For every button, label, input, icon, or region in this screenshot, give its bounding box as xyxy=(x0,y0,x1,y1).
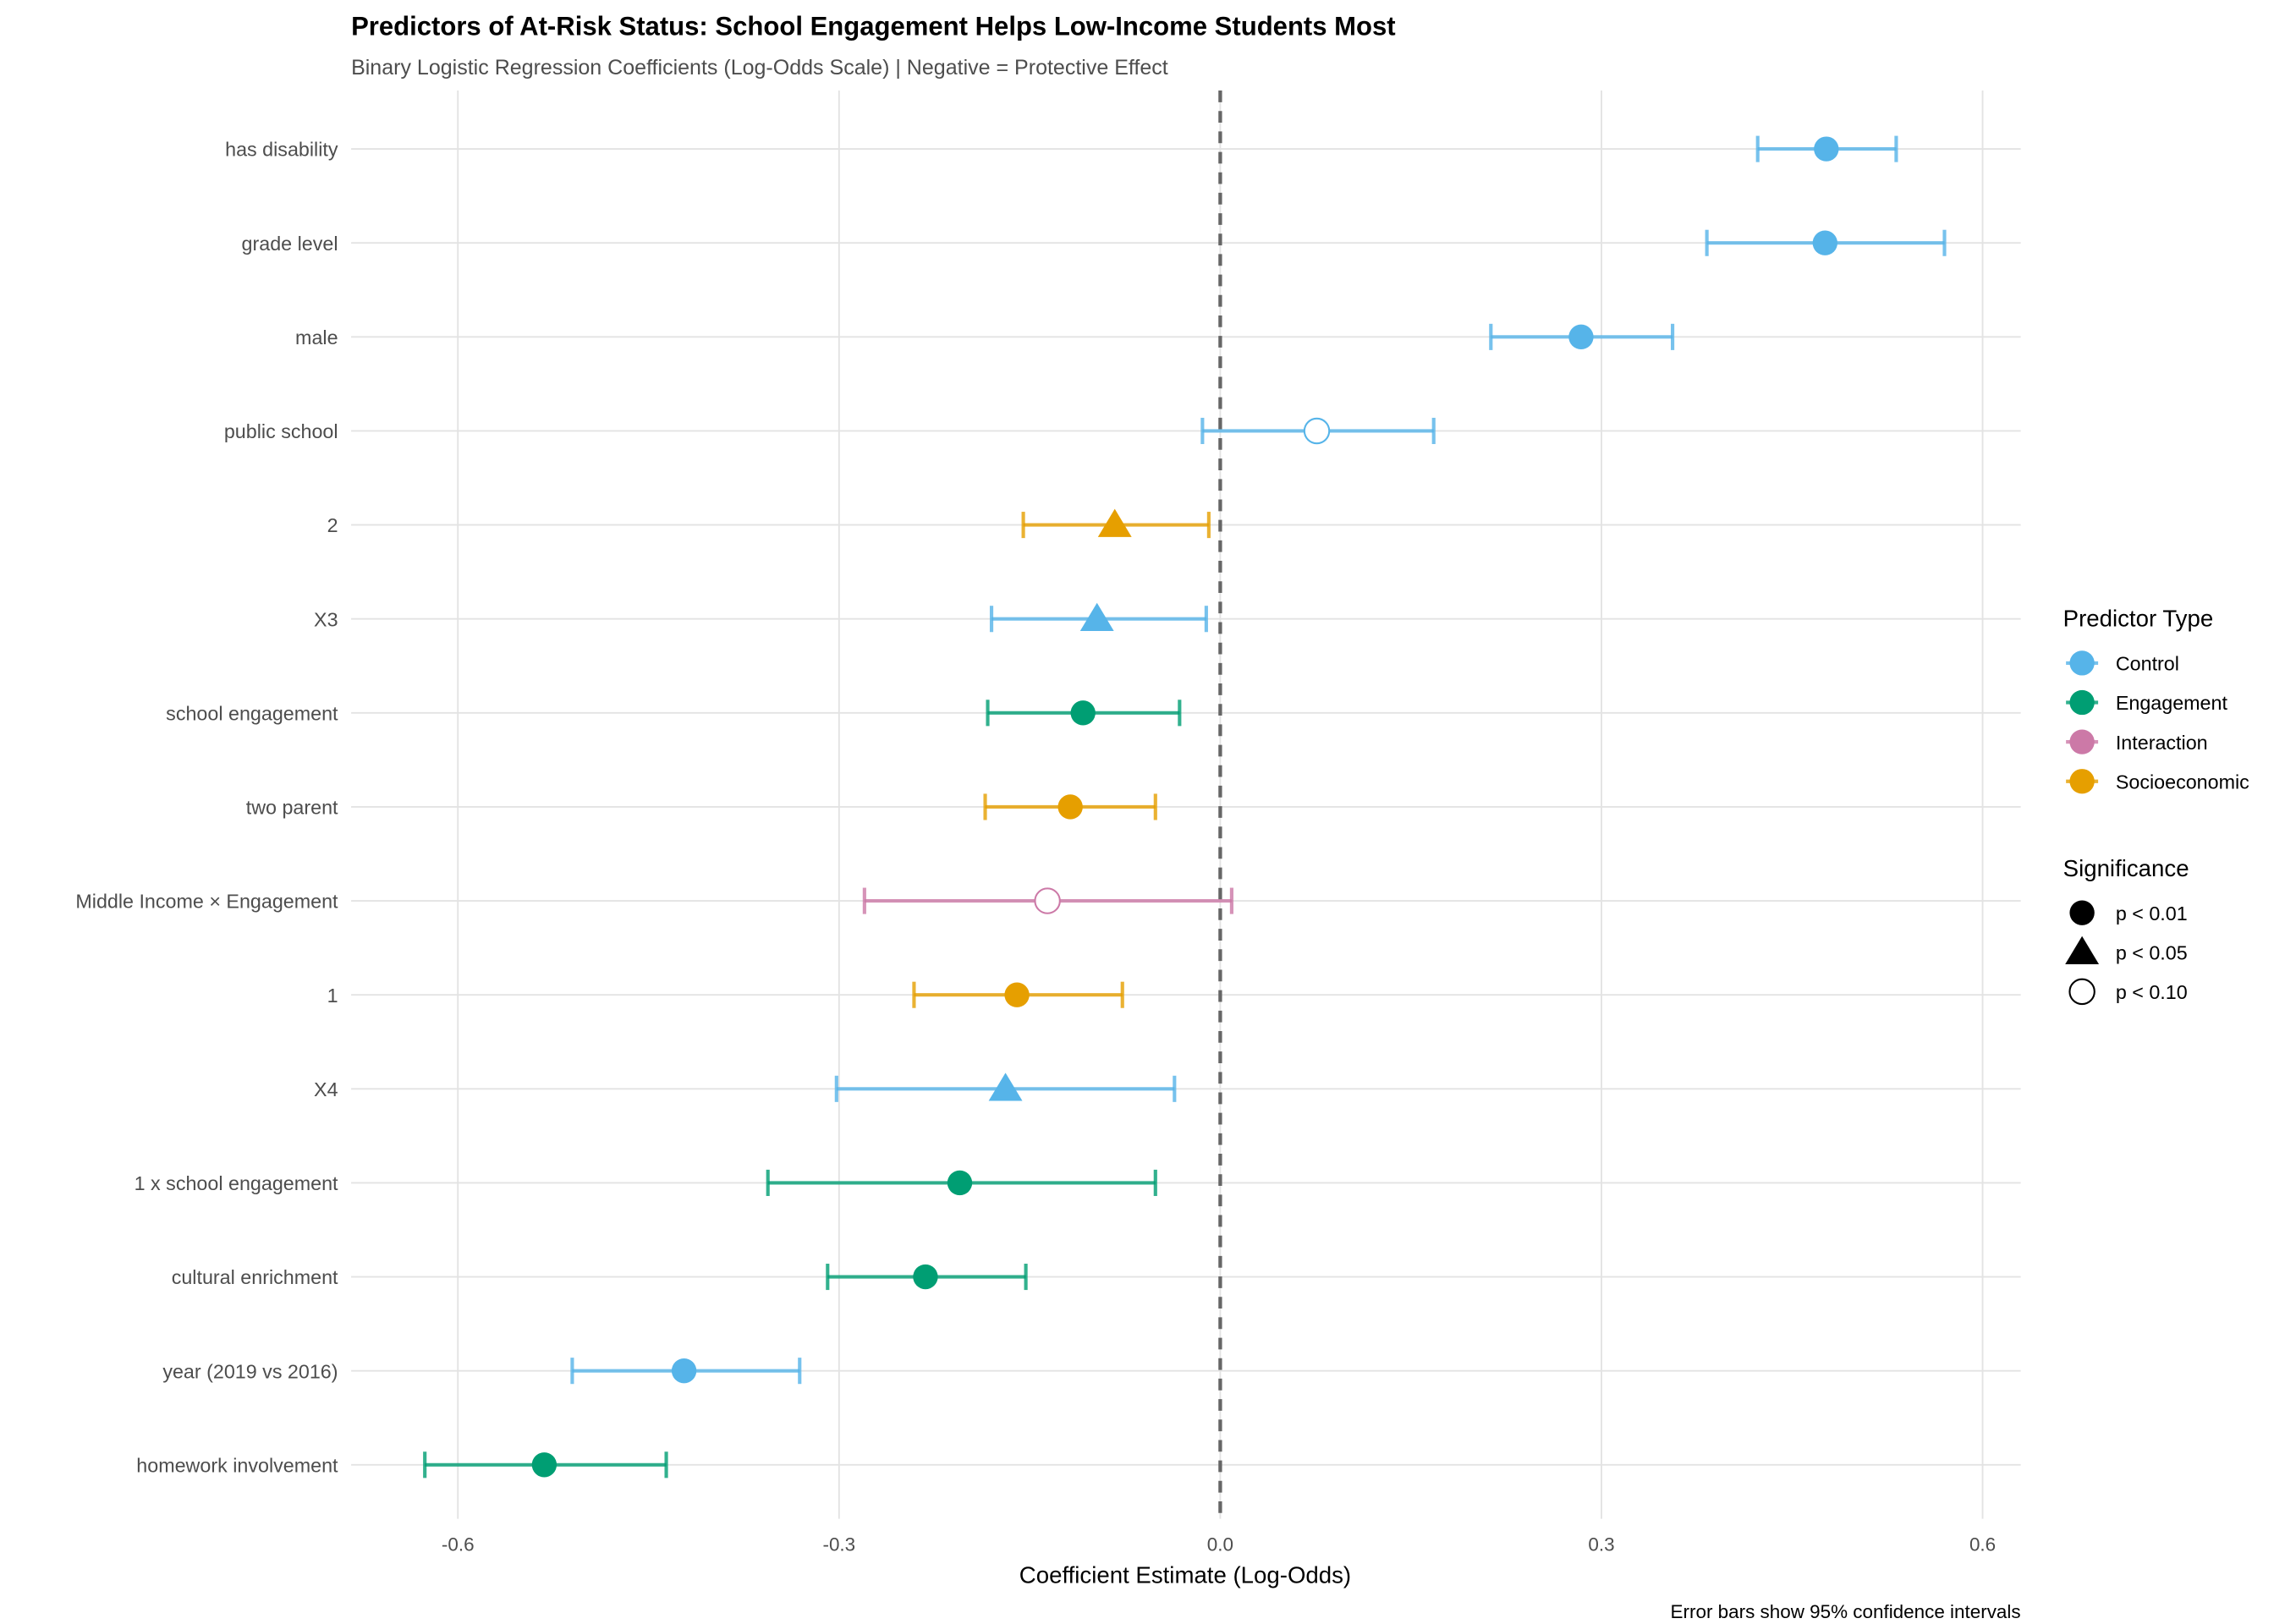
coefficient-mark xyxy=(912,981,1124,1008)
coefficient-mark xyxy=(1200,417,1436,445)
coefficient-mark xyxy=(1021,508,1211,539)
point-estimate xyxy=(671,1358,697,1384)
point-estimate xyxy=(531,1452,558,1478)
coefficient-mark xyxy=(826,1264,1028,1291)
coefficient-mark xyxy=(423,1451,668,1479)
legend-item-control: Control xyxy=(2066,650,2179,676)
y-tick-label: homework involvement xyxy=(136,1454,338,1476)
legend-label: Control xyxy=(2116,653,2179,675)
y-tick-label: X3 xyxy=(314,608,338,630)
coefficient-mark xyxy=(862,887,1233,914)
legend-item-engagement: Engagement xyxy=(2066,689,2228,716)
coefficient-mark xyxy=(1755,135,1898,162)
legend-key-point xyxy=(2069,689,2095,716)
point-estimate xyxy=(1812,230,1837,255)
point-estimate xyxy=(988,1073,1023,1101)
legend-key-point xyxy=(2069,769,2095,794)
coefficient-mark xyxy=(986,700,1182,727)
y-tick-label: 2 xyxy=(327,514,338,536)
legend: Predictor Type Significance Control Engag… xyxy=(2063,606,2249,1006)
coefficient-mark xyxy=(1489,323,1675,350)
coefficient-mark xyxy=(766,1169,1157,1196)
legend-label: p < 0.01 xyxy=(2116,903,2188,924)
y-tick-label: school engagement xyxy=(166,702,338,724)
legend-key-point xyxy=(2069,650,2095,676)
legend-key-circle xyxy=(2069,900,2095,925)
y-tick-label: 1 xyxy=(327,985,338,1007)
point-estimate xyxy=(1057,794,1083,820)
data-marks xyxy=(423,135,1947,1479)
legend-label: p < 0.05 xyxy=(2116,941,2188,963)
chart-title: Predictors of At-Risk Status: School Eng… xyxy=(351,11,1396,41)
coefficient-mark xyxy=(989,602,1208,633)
legend-item-significance: p < 0.05 xyxy=(2065,935,2188,964)
coefficient-mark xyxy=(983,793,1157,820)
point-estimate xyxy=(1814,136,1839,162)
y-tick-label: male xyxy=(295,326,338,348)
x-tick-labels: -0.6 -0.3 0.0 0.3 0.6 xyxy=(442,1534,1996,1555)
legend-item-significance: p < 0.01 xyxy=(2069,900,2188,925)
y-tick-label: cultural enrichment xyxy=(172,1266,338,1288)
legend-key-open-circle xyxy=(2068,978,2095,1006)
x-tick-label: -0.3 xyxy=(822,1534,855,1555)
point-estimate xyxy=(947,1170,973,1196)
coefficient-mark xyxy=(1705,229,1947,256)
legend-key-triangle xyxy=(2065,935,2100,964)
y-tick-label: has disability xyxy=(225,139,338,161)
y-tick-label: year (2019 vs 2016) xyxy=(162,1360,338,1382)
y-tick-label: public school xyxy=(224,420,338,442)
legend-label: Socioeconomic xyxy=(2116,771,2249,793)
y-tick-label: two parent xyxy=(246,797,338,819)
x-tick-label: 0.6 xyxy=(1969,1534,1996,1555)
legend-key-point xyxy=(2069,729,2095,754)
point-estimate xyxy=(1097,508,1132,537)
point-estimate xyxy=(1568,324,1594,350)
legend-label: p < 0.10 xyxy=(2116,981,2188,1003)
point-estimate xyxy=(1004,982,1030,1007)
point-estimate xyxy=(913,1264,938,1290)
legend-label: Engagement xyxy=(2116,692,2228,714)
y-tick-label: grade level xyxy=(242,233,338,255)
legend-shape-title: Significance xyxy=(2063,855,2189,881)
x-tick-label: -0.6 xyxy=(442,1534,475,1555)
y-tick-label: X4 xyxy=(314,1078,338,1100)
legend-color-title: Predictor Type xyxy=(2063,606,2214,632)
point-estimate xyxy=(1303,417,1331,445)
point-estimate xyxy=(1079,602,1114,631)
caption: Error bars show 95% confidence intervals xyxy=(1671,1601,2021,1622)
y-tick-labels: has disability grade level male public scho… xyxy=(75,139,338,1477)
point-estimate xyxy=(1034,887,1061,914)
chart-subtitle: Binary Logistic Regression Coefficients … xyxy=(351,56,1168,80)
point-estimate xyxy=(1070,700,1096,726)
x-tick-label: 0.3 xyxy=(1588,1534,1614,1555)
coefficient-mark xyxy=(834,1073,1177,1102)
y-tick-label: 1 x school engagement xyxy=(135,1172,338,1194)
y-tick-label: Middle Income × Engagement xyxy=(75,891,338,913)
x-tick-label: 0.0 xyxy=(1207,1534,1233,1555)
x-axis-label: Coefficient Estimate (Log-Odds) xyxy=(1019,1562,1351,1588)
coefficient-mark xyxy=(570,1358,802,1385)
legend-item-socioeconomic: Socioeconomic xyxy=(2066,769,2249,794)
legend-label: Interaction xyxy=(2116,732,2208,754)
legend-item-significance: p < 0.10 xyxy=(2068,978,2188,1006)
legend-item-interaction: Interaction xyxy=(2066,729,2208,754)
grid xyxy=(351,91,2021,1519)
